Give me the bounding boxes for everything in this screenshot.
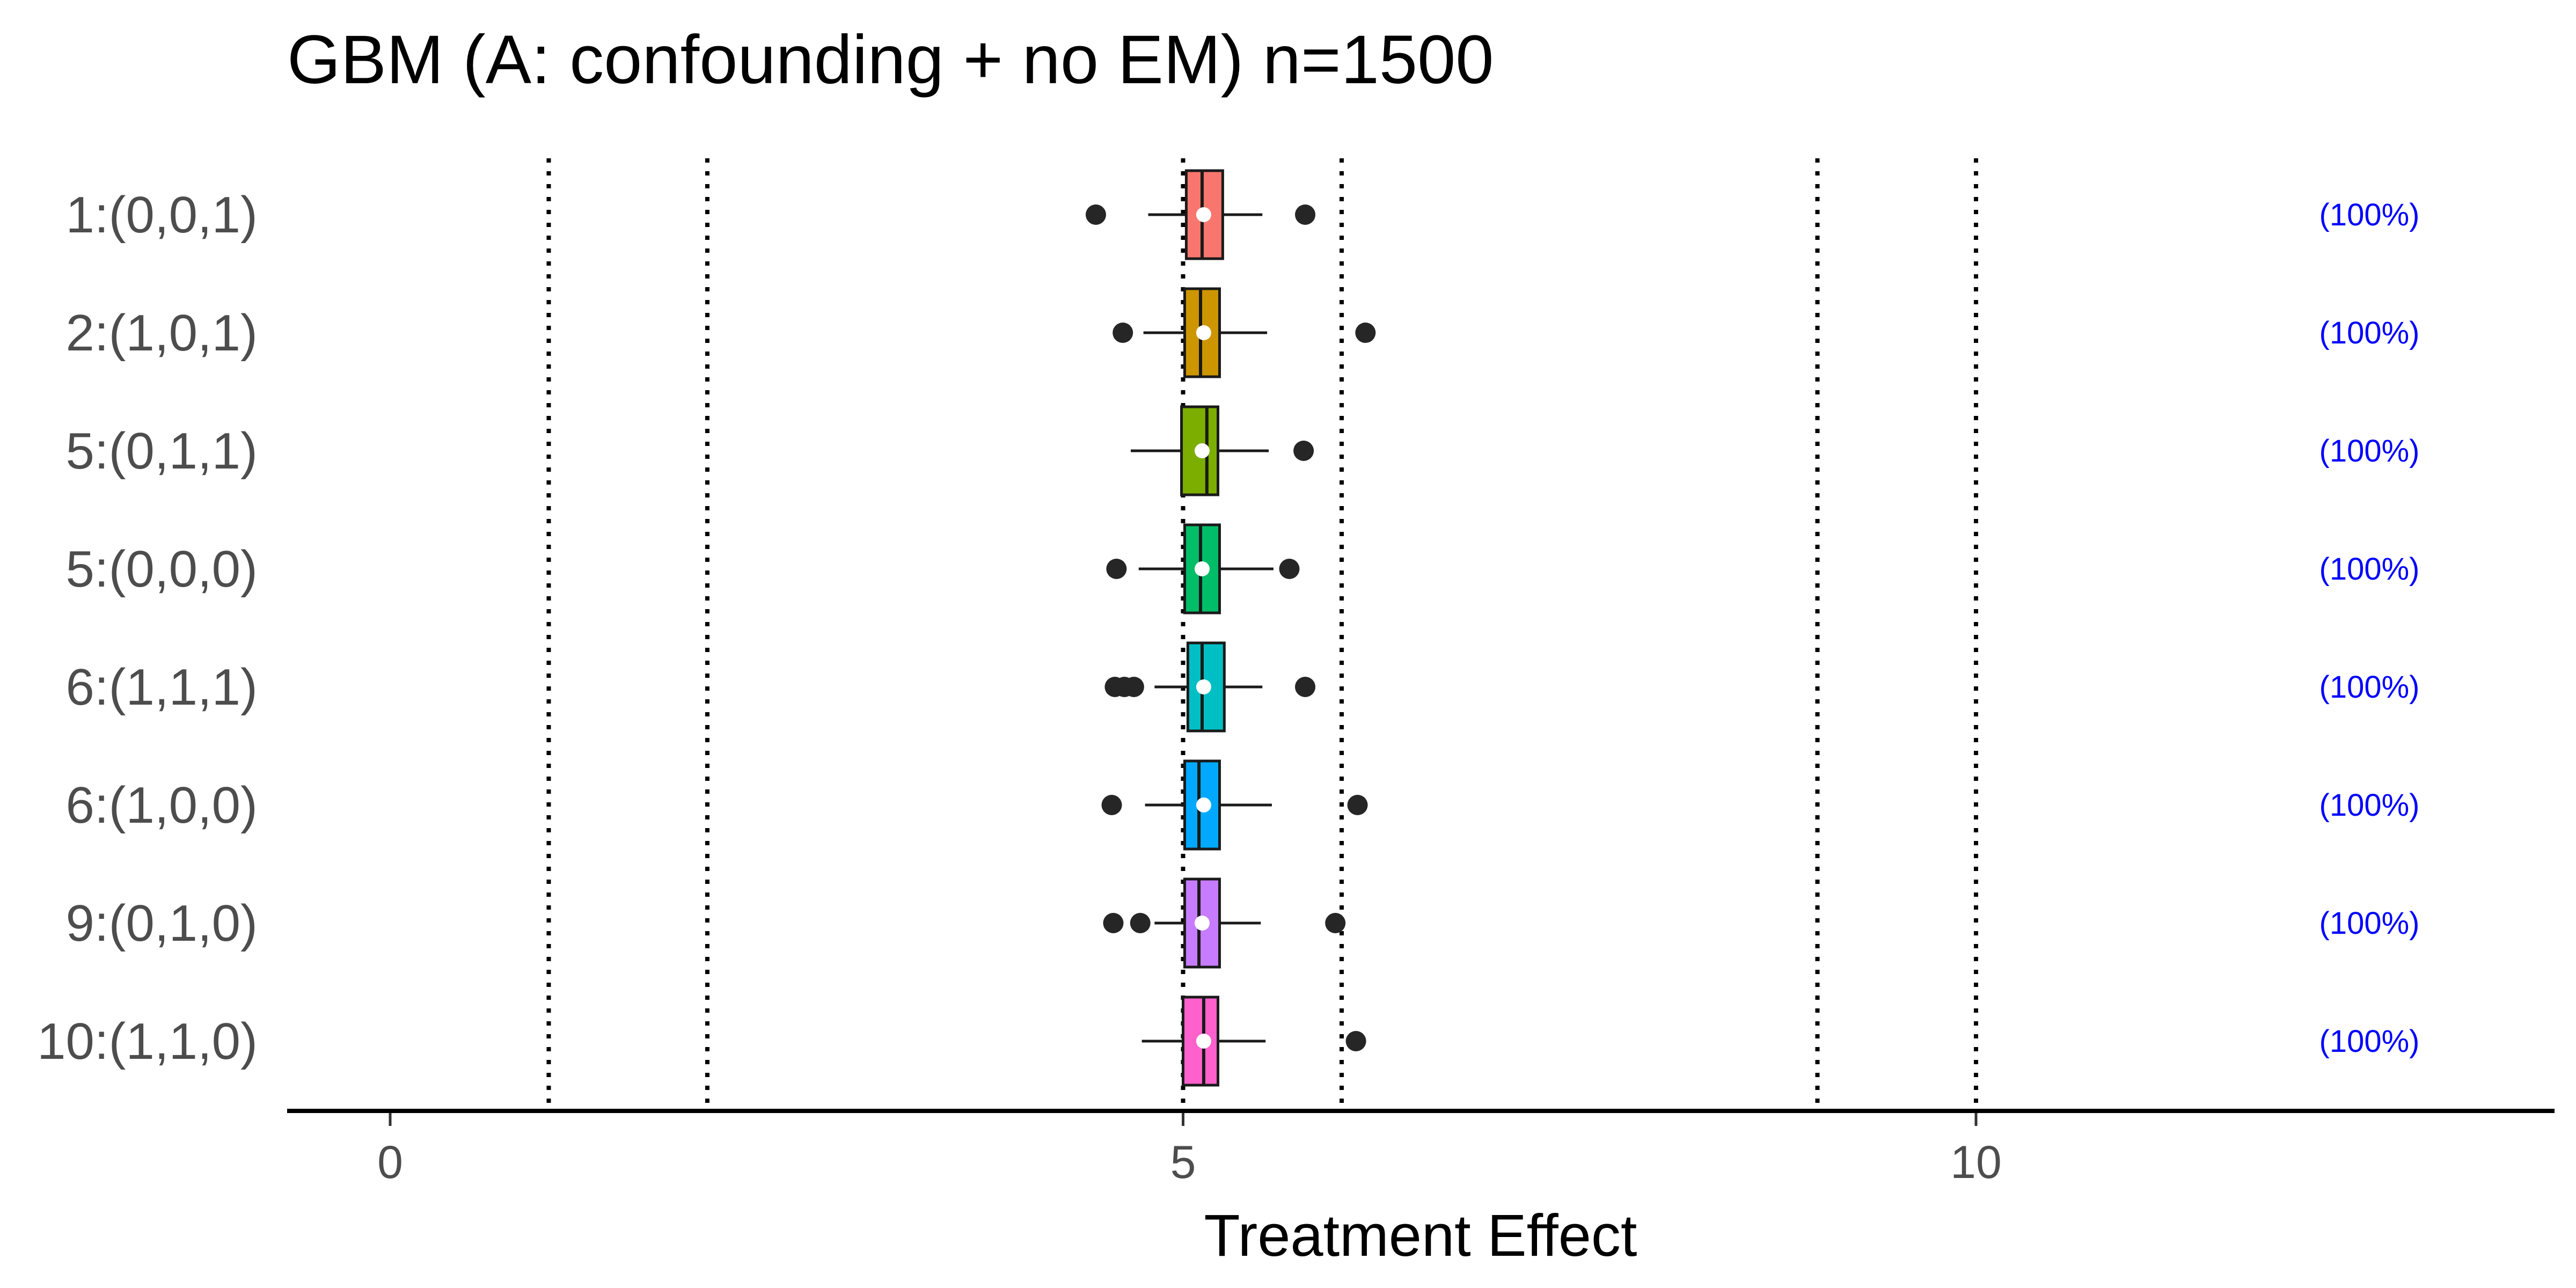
- y-axis-tick-labels: 1:(0,0,1) 2:(1,0,1) 5:(0,1,1) 5:(0,0,0) 6:(1…: [37, 186, 258, 1070]
- box-group: [1103, 877, 1346, 969]
- chart-title: GBM (A: confounding + no EM) n=1500: [287, 21, 1494, 98]
- outlier-point: [1295, 677, 1316, 697]
- y-tick-label: 5:(0,1,1): [65, 422, 258, 480]
- box-group: [1104, 641, 1316, 733]
- percent-annotation: (100%): [2319, 788, 2420, 823]
- box-group: [1113, 287, 1376, 378]
- outlier-point: [1103, 913, 1124, 933]
- percent-annotations: (100%) (100%) (100%) (100%) (100%) (100%) (100…: [2319, 197, 2420, 1059]
- mean-point: [1196, 207, 1211, 222]
- outlier-point: [1113, 323, 1133, 343]
- outlier-point: [1325, 913, 1346, 933]
- x-tick-label: 5: [1170, 1137, 1196, 1188]
- y-tick-label: 5:(0,0,0): [65, 540, 258, 598]
- y-tick-label: 2:(1,0,1): [65, 304, 258, 362]
- y-tick-label: 6:(1,0,0): [65, 777, 258, 834]
- outlier-point: [1295, 204, 1316, 225]
- percent-annotation: (100%): [2319, 434, 2420, 469]
- reference-lines: [546, 158, 1978, 1107]
- mean-point: [1196, 679, 1211, 694]
- outlier-point: [1347, 795, 1368, 815]
- percent-annotation: (100%): [2319, 552, 2420, 587]
- y-tick-label: 1:(0,0,1): [65, 186, 258, 244]
- x-tick-label: 10: [1950, 1137, 2002, 1188]
- x-axis-ticks: 0 5 10: [377, 1113, 2002, 1188]
- mean-point: [1194, 916, 1210, 931]
- outlier-point: [1279, 559, 1300, 579]
- box-group: [1106, 523, 1300, 614]
- outlier-point: [1106, 559, 1127, 579]
- x-tick-label: 0: [377, 1137, 403, 1188]
- x-axis-label: Treatment Effect: [1204, 1203, 1637, 1269]
- box-group: [1130, 405, 1314, 496]
- outlier-point: [1130, 913, 1151, 933]
- y-tick-label: 6:(1,1,1): [65, 658, 258, 716]
- y-tick-label: 10:(1,1,0): [37, 1013, 258, 1070]
- outlier-point: [1085, 204, 1106, 225]
- mean-point: [1194, 443, 1210, 458]
- percent-annotation: (100%): [2319, 670, 2420, 705]
- box-group: [1141, 996, 1366, 1087]
- percent-annotation: (100%): [2319, 316, 2420, 350]
- percent-annotation: (100%): [2319, 1024, 2420, 1059]
- outlier-point: [1345, 1031, 1366, 1051]
- box-series: [1085, 169, 1376, 1087]
- mean-point: [1194, 561, 1210, 576]
- outlier-point: [1355, 323, 1376, 343]
- outlier-point: [1293, 441, 1314, 461]
- box-group: [1101, 759, 1368, 851]
- percent-annotation: (100%): [2319, 197, 2420, 232]
- mean-point: [1196, 325, 1211, 340]
- outlier-point: [1123, 677, 1144, 697]
- y-tick-label: 9:(0,1,0): [65, 895, 258, 952]
- percent-annotation: (100%): [2319, 906, 2420, 941]
- outlier-point: [1101, 795, 1122, 815]
- mean-point: [1196, 1034, 1211, 1049]
- box-group: [1085, 169, 1316, 260]
- mean-point: [1196, 797, 1211, 813]
